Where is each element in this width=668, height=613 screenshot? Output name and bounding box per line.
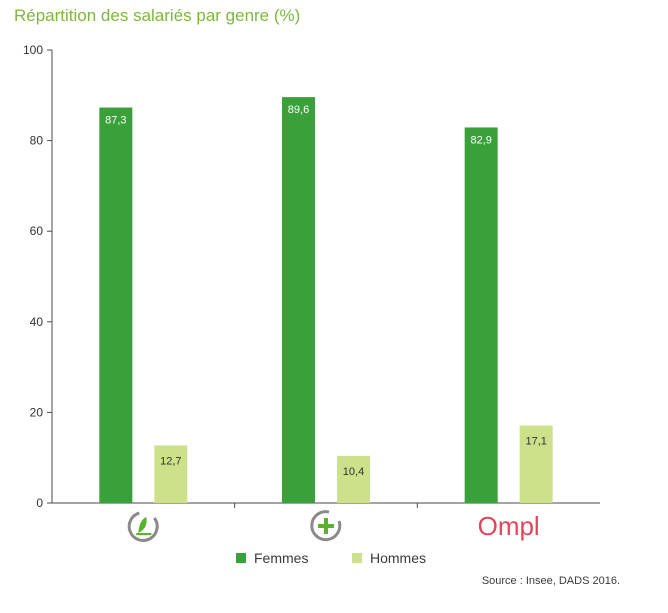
leaf-person-icon [127, 511, 159, 542]
data-label-hommes-2: 17,1 [525, 436, 546, 448]
y-tick-label: 100 [23, 43, 43, 57]
y-tick-label: 0 [36, 496, 43, 510]
legend-item-femmes: Femmes [236, 550, 308, 566]
data-label-femmes-0: 87,3 [105, 115, 126, 127]
legend-label-hommes: Hommes [370, 550, 427, 566]
bar-hommes-0 [154, 445, 188, 503]
bar-femmes-2 [464, 127, 498, 503]
green-plus-icon [310, 510, 342, 542]
bar-hommes-1 [337, 455, 370, 503]
legend-label-femmes: Femmes [254, 550, 309, 566]
y-tick-label: 40 [30, 315, 44, 329]
legend-swatch-hommes [352, 553, 362, 563]
data-label-femmes-1: 89,6 [288, 104, 309, 116]
source-note: Source : Insee, DADS 2016. [481, 575, 620, 587]
legend-swatch-femmes [236, 553, 246, 563]
bar-femmes-1 [282, 97, 315, 503]
y-tick-label: 80 [30, 134, 44, 148]
data-label-hommes-1: 10,4 [343, 466, 364, 478]
legend-item-hommes: Hommes [352, 550, 426, 566]
y-tick-label: 20 [30, 405, 44, 419]
y-tick-label: 60 [30, 224, 44, 238]
ompl-logo: Ompl [478, 511, 540, 541]
data-label-femmes-2: 82,9 [470, 134, 491, 146]
bar-hommes-2 [519, 425, 553, 503]
bar-femmes-0 [99, 107, 133, 503]
data-label-hommes-0: 12,7 [160, 455, 181, 467]
chart-title: Répartition des salariés par genre (%) [14, 6, 301, 25]
